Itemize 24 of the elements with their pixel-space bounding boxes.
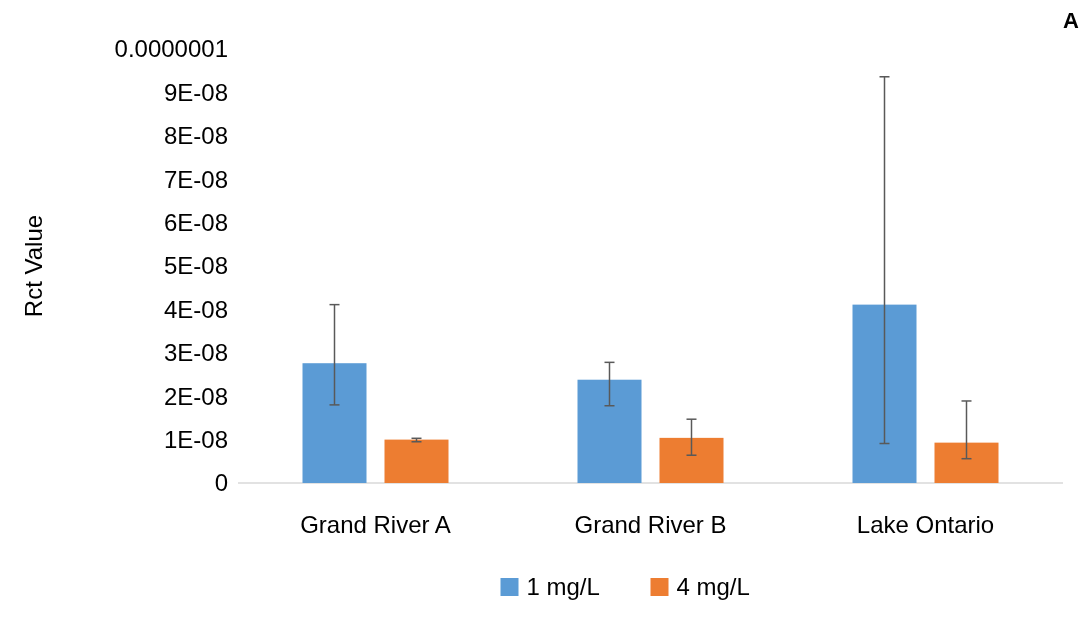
legend-label: 4 mg/L xyxy=(676,573,750,600)
legend-label: 1 mg/L xyxy=(526,573,600,600)
y-tick-label: 0 xyxy=(214,469,228,497)
bar xyxy=(934,442,999,483)
y-tick-label: 7E-08 xyxy=(163,165,228,193)
text: A xyxy=(1063,8,1080,33)
bar xyxy=(659,437,724,483)
y-axis-title: Rct Value xyxy=(20,214,47,318)
bar xyxy=(302,363,367,483)
x-tick-label: Lake Ontario xyxy=(856,511,995,538)
y-tick-label: 5E-08 xyxy=(163,252,228,280)
y-tick-label: 2E-08 xyxy=(163,382,228,410)
y-tick-label: 6E-08 xyxy=(163,209,228,236)
bar xyxy=(852,304,917,483)
y-tick-label: 8E-08 xyxy=(163,122,228,150)
y-tick-label: 0.0000001 xyxy=(114,35,228,63)
y-tick-label: 1E-08 xyxy=(163,426,228,453)
y-tick-label: 4E-08 xyxy=(163,295,228,323)
x-tick-label: Grand River B xyxy=(574,511,727,538)
x-tick-label: Grand River A xyxy=(300,511,451,538)
bar xyxy=(577,379,642,483)
y-tick-label: 9E-08 xyxy=(163,78,228,106)
y-tick-label: 3E-08 xyxy=(163,339,228,367)
bar xyxy=(384,439,449,483)
